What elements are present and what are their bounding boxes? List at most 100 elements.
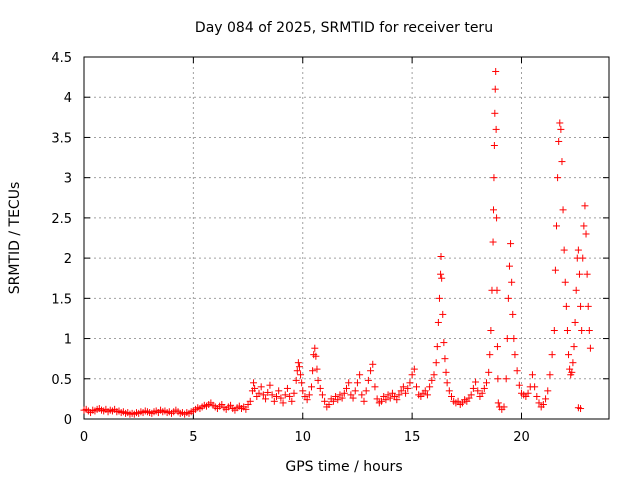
data-point	[262, 395, 270, 403]
data-point	[402, 389, 410, 397]
data-point	[279, 399, 287, 407]
data-point	[503, 335, 511, 343]
data-point	[560, 246, 568, 254]
data-point	[544, 387, 552, 395]
data-point	[492, 125, 500, 133]
data-point	[259, 391, 267, 399]
data-point	[311, 344, 319, 352]
data-point	[410, 365, 418, 373]
data-point	[556, 119, 564, 127]
data-point	[505, 262, 513, 270]
data-point	[504, 294, 512, 302]
data-point	[582, 230, 590, 238]
data-point	[586, 344, 594, 352]
data-point	[546, 371, 554, 379]
x-tick-label: 15	[404, 430, 421, 445]
data-point	[250, 379, 258, 387]
data-point	[312, 352, 320, 360]
data-point	[563, 327, 571, 335]
data-point	[393, 396, 401, 404]
data-point	[318, 391, 326, 399]
data-point	[286, 392, 294, 400]
data-point	[507, 240, 515, 248]
data-point	[509, 310, 517, 318]
tick-layer: 0 5 10 15 20 0 0.5 1 1.5 2 2.5 3 3.5 4 4.5	[51, 51, 609, 445]
data-point	[369, 360, 377, 368]
data-point	[305, 391, 313, 399]
data-point	[584, 302, 592, 310]
data-point	[511, 351, 519, 359]
x-tick-label: 20	[513, 430, 530, 445]
data-point	[295, 363, 303, 371]
data-point	[329, 397, 337, 405]
x-tick-label: 0	[80, 430, 88, 445]
data-point	[277, 394, 285, 402]
data-point	[572, 286, 580, 294]
data-point	[421, 387, 429, 395]
data-point	[577, 405, 585, 413]
data-point	[293, 367, 301, 375]
data-point	[558, 158, 566, 166]
data-point	[378, 397, 385, 405]
data-point	[528, 371, 536, 379]
data-point	[491, 85, 499, 93]
data-point	[325, 401, 333, 409]
y-tick-label: 0.5	[51, 373, 72, 388]
data-point	[445, 387, 453, 395]
data-point	[430, 371, 438, 379]
data-point	[373, 395, 381, 403]
data-point	[490, 206, 497, 214]
data-point	[539, 401, 547, 409]
data-point	[500, 403, 508, 411]
x-tick-label: 10	[294, 430, 311, 445]
data-point	[360, 397, 368, 405]
data-point	[492, 67, 500, 75]
data-point	[570, 343, 578, 351]
data-point	[467, 391, 475, 399]
y-tick-label: 4	[64, 91, 72, 106]
data-point	[580, 222, 588, 230]
data-point	[489, 238, 497, 246]
data-point	[270, 397, 278, 405]
data-point	[548, 351, 556, 359]
data-point	[255, 389, 263, 397]
data-point	[550, 327, 558, 335]
data-point	[340, 389, 348, 397]
data-point	[575, 270, 583, 278]
data-point	[568, 368, 576, 376]
data-point	[362, 387, 370, 395]
data-point	[426, 383, 434, 391]
data-point	[288, 397, 296, 405]
data-point	[531, 383, 539, 391]
data-point	[578, 327, 586, 335]
data-point	[308, 383, 315, 391]
y-tick-label: 0	[64, 413, 72, 428]
data-point	[441, 355, 449, 363]
data-point	[268, 391, 276, 399]
data-point	[413, 383, 420, 391]
data-points-layer	[80, 67, 594, 418]
data-point	[494, 375, 502, 383]
data-point	[474, 387, 482, 395]
data-point	[294, 359, 302, 367]
data-point	[438, 274, 446, 282]
data-point	[266, 381, 274, 389]
data-point	[292, 376, 300, 384]
data-point	[297, 371, 305, 379]
data-point	[533, 392, 541, 400]
data-point	[281, 391, 289, 399]
data-point	[490, 141, 498, 149]
data-point	[493, 286, 501, 294]
data-point	[364, 376, 372, 384]
y-tick-label: 2.5	[51, 212, 72, 227]
data-point	[290, 389, 298, 397]
data-point	[316, 384, 324, 392]
y-tick-label: 4.5	[51, 51, 72, 66]
data-point	[406, 379, 414, 387]
y-tick-label: 3	[64, 172, 72, 187]
data-point	[472, 378, 480, 386]
data-point	[242, 405, 250, 413]
data-point	[448, 392, 455, 400]
y-tick-label: 2	[64, 252, 72, 267]
